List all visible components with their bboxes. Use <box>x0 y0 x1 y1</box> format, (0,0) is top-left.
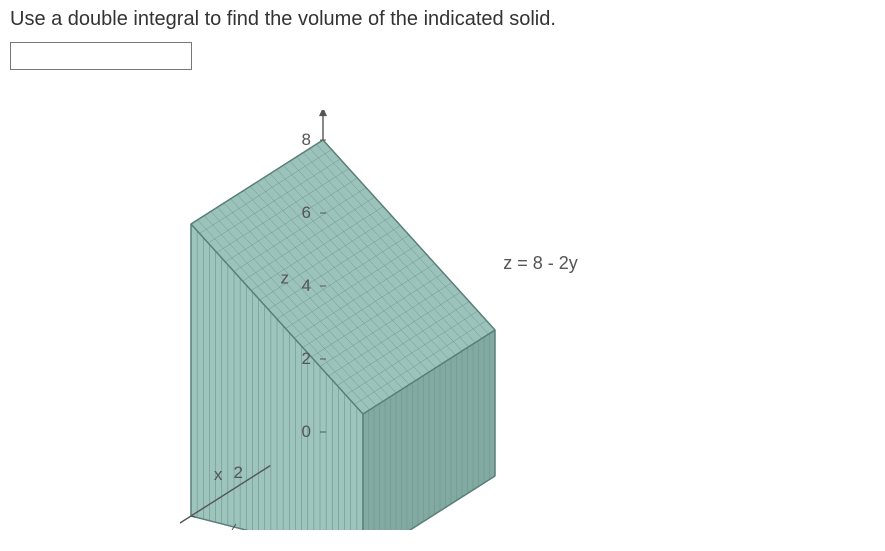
svg-text:2: 2 <box>234 463 243 482</box>
svg-text:z = 8 - 2y: z = 8 - 2y <box>503 253 578 273</box>
question-prompt: Use a double integral to find the volume… <box>10 8 556 31</box>
answer-input[interactable] <box>10 42 192 70</box>
solid-3d-figure: 02468z24x0.511.522.53yz = 8 - 2yy = 2x =… <box>180 110 740 530</box>
svg-text:z: z <box>281 269 290 288</box>
svg-text:x: x <box>214 465 223 484</box>
svg-text:8: 8 <box>302 130 311 149</box>
svg-text:2: 2 <box>302 349 311 368</box>
svg-text:4: 4 <box>302 276 311 295</box>
svg-text:6: 6 <box>302 203 311 222</box>
svg-text:0: 0 <box>302 422 311 441</box>
